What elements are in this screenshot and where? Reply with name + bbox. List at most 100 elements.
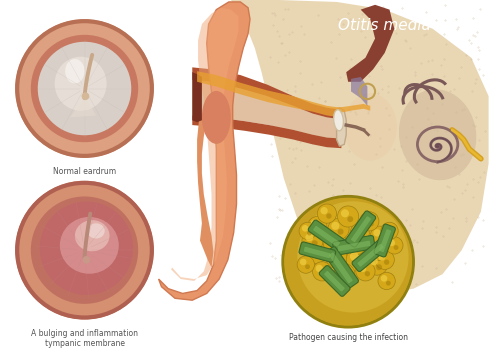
Polygon shape: [231, 0, 488, 293]
Circle shape: [326, 247, 347, 268]
Polygon shape: [336, 104, 370, 113]
FancyBboxPatch shape: [379, 229, 391, 252]
Circle shape: [336, 258, 342, 264]
Text: Pathogen causing the infection: Pathogen causing the infection: [288, 333, 408, 342]
Circle shape: [389, 231, 394, 236]
Circle shape: [359, 265, 366, 272]
Circle shape: [307, 231, 312, 236]
Polygon shape: [192, 72, 202, 122]
FancyBboxPatch shape: [346, 211, 376, 247]
FancyBboxPatch shape: [299, 242, 336, 262]
Circle shape: [338, 206, 358, 227]
Circle shape: [282, 196, 414, 327]
Circle shape: [350, 252, 358, 261]
Circle shape: [346, 236, 366, 255]
FancyBboxPatch shape: [329, 252, 352, 283]
Circle shape: [297, 256, 314, 273]
Circle shape: [344, 274, 349, 280]
Circle shape: [384, 225, 390, 232]
Circle shape: [348, 216, 353, 222]
Circle shape: [355, 245, 360, 251]
Ellipse shape: [38, 42, 132, 135]
Ellipse shape: [15, 19, 154, 158]
FancyBboxPatch shape: [338, 241, 370, 251]
Circle shape: [341, 209, 349, 217]
Text: Normal eardrum: Normal eardrum: [53, 167, 116, 176]
Circle shape: [338, 229, 344, 235]
FancyBboxPatch shape: [313, 226, 340, 247]
Polygon shape: [171, 8, 238, 281]
Circle shape: [318, 204, 336, 223]
Circle shape: [388, 239, 395, 246]
Circle shape: [312, 262, 332, 281]
Polygon shape: [70, 96, 96, 117]
Circle shape: [306, 233, 314, 242]
Circle shape: [328, 218, 349, 240]
Circle shape: [330, 251, 338, 259]
Circle shape: [305, 264, 310, 269]
Circle shape: [332, 222, 340, 230]
Ellipse shape: [40, 202, 133, 295]
Circle shape: [379, 236, 384, 241]
Circle shape: [381, 222, 398, 240]
Circle shape: [386, 281, 391, 286]
Circle shape: [359, 232, 364, 238]
Circle shape: [350, 223, 370, 243]
FancyBboxPatch shape: [308, 220, 346, 252]
Circle shape: [366, 254, 388, 275]
Polygon shape: [158, 2, 250, 300]
Ellipse shape: [54, 57, 106, 111]
Polygon shape: [192, 116, 342, 148]
Circle shape: [322, 271, 327, 277]
Circle shape: [376, 250, 382, 256]
Circle shape: [316, 265, 323, 272]
Circle shape: [394, 245, 398, 250]
Ellipse shape: [15, 181, 154, 320]
Circle shape: [370, 226, 390, 245]
Circle shape: [350, 239, 356, 246]
Circle shape: [308, 244, 316, 253]
Polygon shape: [192, 67, 342, 119]
Circle shape: [376, 264, 382, 270]
Ellipse shape: [31, 35, 138, 142]
Circle shape: [366, 240, 388, 261]
Circle shape: [386, 237, 403, 254]
Ellipse shape: [202, 91, 231, 144]
Circle shape: [308, 217, 327, 236]
Circle shape: [323, 231, 346, 254]
Circle shape: [357, 259, 364, 266]
FancyBboxPatch shape: [332, 236, 375, 255]
Circle shape: [327, 234, 336, 243]
Circle shape: [304, 240, 327, 264]
Circle shape: [320, 207, 328, 214]
Circle shape: [311, 219, 318, 227]
FancyBboxPatch shape: [284, 7, 486, 43]
FancyBboxPatch shape: [319, 266, 350, 296]
Circle shape: [314, 252, 321, 258]
Circle shape: [384, 259, 390, 265]
Ellipse shape: [334, 110, 344, 131]
Circle shape: [300, 259, 306, 265]
FancyBboxPatch shape: [352, 238, 389, 272]
Circle shape: [375, 250, 394, 270]
Ellipse shape: [75, 220, 110, 251]
Circle shape: [299, 222, 316, 240]
Circle shape: [312, 240, 318, 246]
Ellipse shape: [88, 223, 104, 239]
Polygon shape: [336, 108, 346, 146]
Circle shape: [82, 92, 90, 100]
Circle shape: [378, 272, 396, 289]
Ellipse shape: [60, 217, 119, 274]
Circle shape: [374, 229, 380, 237]
Circle shape: [378, 253, 386, 260]
Ellipse shape: [65, 59, 84, 83]
Polygon shape: [351, 77, 368, 106]
FancyBboxPatch shape: [358, 244, 384, 267]
Polygon shape: [197, 111, 214, 267]
Circle shape: [380, 275, 388, 282]
Polygon shape: [192, 80, 342, 139]
Circle shape: [364, 271, 370, 277]
Circle shape: [360, 212, 379, 231]
Circle shape: [334, 242, 340, 248]
Polygon shape: [197, 71, 342, 117]
